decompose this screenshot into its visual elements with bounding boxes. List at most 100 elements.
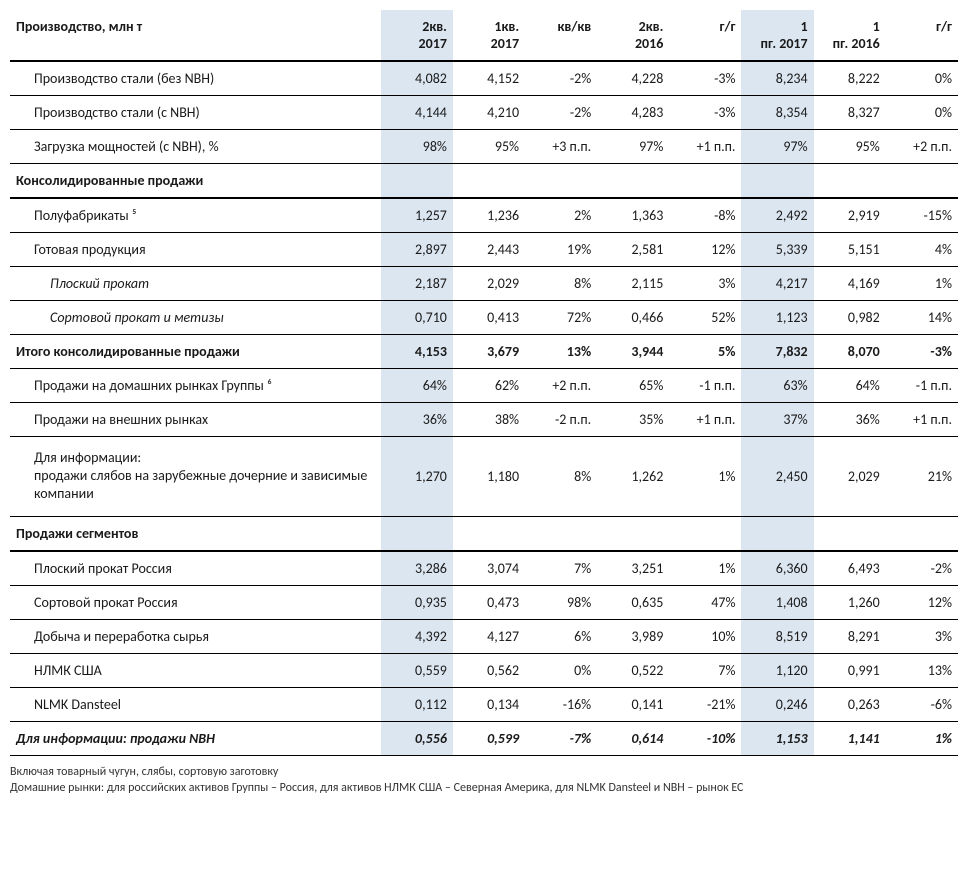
cell-value: 1%: [886, 267, 958, 301]
cell-value: +2 п.п.: [525, 369, 597, 403]
table-row: Загрузка мощностей (с NBH), %98%95%+3 п.…: [10, 130, 958, 164]
cell-value: 1%: [886, 721, 958, 755]
cell-value: 0,599: [453, 721, 525, 755]
header-label: Производство, млн т: [10, 10, 381, 61]
row-label: Для информации: продажи NBH: [10, 721, 381, 755]
row-label: Продажи на домашних рынках Группы ⁶: [10, 369, 381, 403]
row-label: Готовая продукция: [10, 233, 381, 267]
cell-value: [381, 516, 453, 551]
cell-value: 4,152: [453, 61, 525, 96]
cell-value: -10%: [669, 721, 741, 755]
cell-value: [597, 164, 669, 199]
cell-value: 0,263: [814, 687, 886, 721]
cell-value: 95%: [814, 130, 886, 164]
cell-value: 3,944: [597, 335, 669, 369]
cell-value: 3%: [886, 619, 958, 653]
cell-value: 8,327: [814, 96, 886, 130]
column-header: г/г: [669, 10, 741, 61]
table-row: Добыча и переработка сырья4,3924,1276%3,…: [10, 619, 958, 653]
cell-value: [669, 164, 741, 199]
table-row: Плоский прокат Россия3,2863,0747%3,2511%…: [10, 551, 958, 586]
cell-value: 3,989: [597, 619, 669, 653]
cell-value: [814, 164, 886, 199]
table-row: Для информации: продажи NBH0,5560,599-7%…: [10, 721, 958, 755]
cell-value: 4,228: [597, 61, 669, 96]
cell-value: -6%: [886, 687, 958, 721]
cell-value: 2,492: [741, 198, 813, 233]
cell-value: [741, 516, 813, 551]
cell-value: 4,153: [381, 335, 453, 369]
cell-value: 3,251: [597, 551, 669, 586]
cell-value: 1,260: [814, 585, 886, 619]
table-row: Плоский прокат2,1872,0298%2,1153%4,2174,…: [10, 267, 958, 301]
cell-value: [525, 164, 597, 199]
cell-value: 8%: [525, 437, 597, 517]
cell-value: 97%: [741, 130, 813, 164]
cell-value: 2,581: [597, 233, 669, 267]
cell-value: 38%: [453, 403, 525, 437]
cell-value: 97%: [597, 130, 669, 164]
cell-value: 64%: [381, 369, 453, 403]
cell-value: 2%: [525, 198, 597, 233]
cell-value: 12%: [669, 233, 741, 267]
cell-value: [525, 516, 597, 551]
row-label: Итого консолидированные продажи: [10, 335, 381, 369]
cell-value: 5%: [669, 335, 741, 369]
cell-value: 8,519: [741, 619, 813, 653]
cell-value: 0,522: [597, 653, 669, 687]
cell-value: -21%: [669, 687, 741, 721]
cell-value: [886, 516, 958, 551]
row-label: Плоский прокат: [10, 267, 381, 301]
cell-value: -2%: [525, 96, 597, 130]
cell-value: 63%: [741, 369, 813, 403]
cell-value: 2,029: [814, 437, 886, 517]
cell-value: 0,614: [597, 721, 669, 755]
cell-value: 0,473: [453, 585, 525, 619]
cell-value: 0,112: [381, 687, 453, 721]
cell-value: 13%: [886, 653, 958, 687]
row-label: Добыча и переработка сырья: [10, 619, 381, 653]
cell-value: [814, 516, 886, 551]
row-label: Сортовой прокат и метизы: [10, 301, 381, 335]
cell-value: 65%: [597, 369, 669, 403]
cell-value: 19%: [525, 233, 597, 267]
table-row: Готовая продукция2,8972,44319%2,58112%5,…: [10, 233, 958, 267]
cell-value: 3,286: [381, 551, 453, 586]
cell-value: 1,141: [814, 721, 886, 755]
table-row: Производство стали (с NBH)4,1444,210-2%4…: [10, 96, 958, 130]
cell-value: [741, 164, 813, 199]
cell-value: 1,257: [381, 198, 453, 233]
cell-value: 4,283: [597, 96, 669, 130]
cell-value: +1 п.п.: [886, 403, 958, 437]
column-header: 2кв.2017: [381, 10, 453, 61]
cell-value: 2,450: [741, 437, 813, 517]
cell-value: [597, 516, 669, 551]
cell-value: 5,151: [814, 233, 886, 267]
cell-value: 21%: [886, 437, 958, 517]
cell-value: 0%: [886, 96, 958, 130]
row-label: Продажи сегментов: [10, 516, 381, 551]
cell-value: 0,559: [381, 653, 453, 687]
cell-value: -1 п.п.: [886, 369, 958, 403]
cell-value: 4%: [886, 233, 958, 267]
cell-value: 36%: [381, 403, 453, 437]
table-row: Продажи на домашних рынках Группы ⁶64%62…: [10, 369, 958, 403]
cell-value: 98%: [381, 130, 453, 164]
row-label: Плоский прокат Россия: [10, 551, 381, 586]
column-header: кв/кв: [525, 10, 597, 61]
table-row: НЛМК США0,5590,5620%0,5227%1,1200,99113%: [10, 653, 958, 687]
cell-value: 62%: [453, 369, 525, 403]
table-row: Для информации: продажи слябов на зарубе…: [10, 437, 958, 517]
cell-value: 1%: [669, 437, 741, 517]
column-header: 1кв.2017: [453, 10, 525, 61]
cell-value: +2 п.п.: [886, 130, 958, 164]
row-label: Загрузка мощностей (с NBH), %: [10, 130, 381, 164]
table-row: Продажи на внешних рынках36%38%-2 п.п.35…: [10, 403, 958, 437]
cell-value: 0,556: [381, 721, 453, 755]
cell-value: [886, 164, 958, 199]
production-table: Производство, млн т2кв.20171кв.2017кв/кв…: [10, 10, 958, 756]
table-row: Сортовой прокат Россия0,9350,47398%0,635…: [10, 585, 958, 619]
table-row: Сортовой прокат и метизы0,7100,41372%0,4…: [10, 301, 958, 335]
cell-value: [381, 164, 453, 199]
cell-value: 4,210: [453, 96, 525, 130]
